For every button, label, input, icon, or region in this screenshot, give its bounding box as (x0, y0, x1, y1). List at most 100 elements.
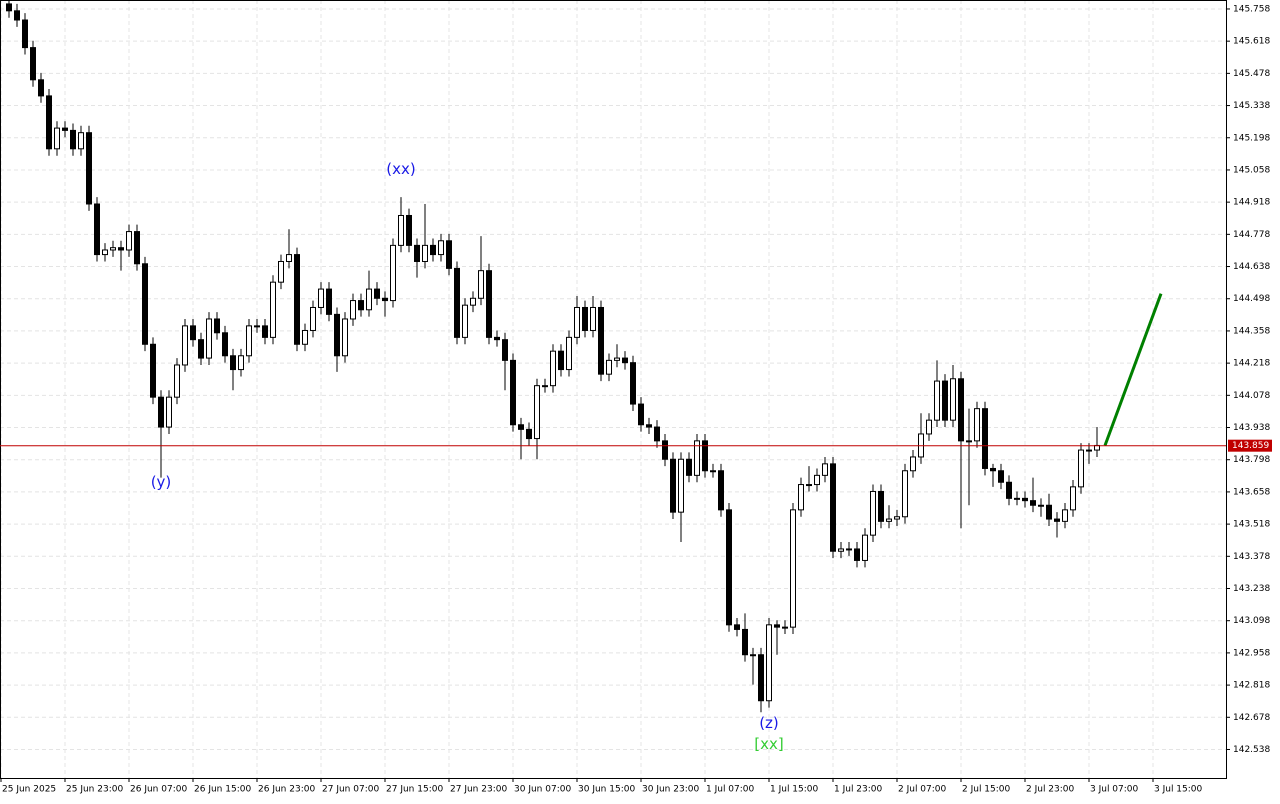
current-price-label: 143.859 (1232, 441, 1269, 451)
candle-body (710, 470, 716, 473)
candle-body (46, 95, 52, 150)
candle-body (1046, 504, 1052, 520)
candle-body (206, 318, 212, 359)
candle-body (758, 654, 764, 702)
projection-line (1103, 293, 1163, 446)
current-price-box (1228, 439, 1272, 452)
y-tick-label: 143.798 (1233, 455, 1270, 465)
candle-body (78, 132, 84, 150)
candle-body (422, 244, 428, 262)
candle-body (638, 403, 644, 426)
candle-body (926, 419, 932, 435)
candle-body (646, 424, 652, 428)
candle-body (166, 396, 172, 428)
candle-body (310, 306, 316, 331)
candle-body (478, 270, 484, 299)
y-tick-label: 142.678 (1233, 713, 1270, 723)
y-tick-label: 145.758 (1233, 4, 1270, 14)
candle-body (406, 214, 412, 246)
candle-body (1078, 449, 1084, 488)
candle-body (590, 306, 596, 331)
candle-body (182, 325, 188, 366)
candle-body (630, 362, 636, 405)
candle-body (606, 359, 612, 375)
y-tick-label: 143.098 (1233, 616, 1270, 626)
candle-body (614, 357, 620, 361)
x-tick-label: 2 Jul 07:00 (898, 785, 947, 795)
candle-body (734, 624, 740, 630)
y-tick-label: 144.078 (1233, 391, 1270, 401)
candle-body (174, 364, 180, 398)
y-tick-label: 144.498 (1233, 294, 1270, 304)
candle-body (414, 244, 420, 262)
candle-body (502, 339, 508, 361)
candle-body (1038, 504, 1044, 507)
candle-body (694, 440, 700, 476)
candle-body (670, 458, 676, 513)
x-tick-label: 1 Jul 23:00 (834, 785, 883, 795)
candle-body (814, 474, 820, 486)
candle-body (526, 428, 532, 440)
candle-body (318, 288, 324, 308)
candle-body (222, 332, 228, 357)
candle-body (910, 456, 916, 472)
candle-body (6, 3, 12, 12)
candle-body (510, 359, 516, 426)
x-tick-label: 2 Jul 23:00 (1026, 785, 1075, 795)
candle-body (62, 127, 68, 131)
y-tick-label: 143.378 (1233, 552, 1270, 562)
candle-body (822, 463, 828, 476)
candle-body (798, 484, 804, 511)
y-tick-label: 142.958 (1233, 648, 1270, 658)
x-tick-label: 26 Jun 15:00 (194, 785, 251, 795)
candle-body (22, 19, 28, 49)
candle-body (126, 231, 132, 251)
x-tick-label: 2 Jul 15:00 (962, 785, 1011, 795)
candle-body (998, 470, 1004, 483)
candle-body (230, 355, 236, 371)
candle-body (974, 408, 980, 442)
candle-body (150, 343, 156, 398)
candle-body (686, 458, 692, 476)
y-tick-label: 145.338 (1233, 101, 1270, 111)
candle-body (534, 385, 540, 440)
x-tick-label: 27 Jun 07:00 (322, 785, 379, 795)
candle-body (86, 132, 92, 205)
x-tick-label: 26 Jun 07:00 (130, 785, 187, 795)
x-tick-label: 3 Jul 15:00 (1154, 785, 1203, 795)
y-tick-label: 144.218 (1233, 359, 1270, 369)
candle-body (238, 355, 244, 371)
candle-body (718, 470, 724, 511)
candle-body (302, 329, 308, 345)
candle-body (326, 288, 332, 315)
candle-body (726, 509, 732, 626)
y-tick-label: 143.658 (1233, 487, 1270, 497)
x-tick-label: 30 Jun 23:00 (642, 785, 699, 795)
y-tick-label: 145.058 (1233, 165, 1270, 175)
y-tick-label: 142.818 (1233, 681, 1270, 691)
candle-body (1070, 486, 1076, 511)
candle-body (486, 270, 492, 338)
candle-body (334, 313, 340, 357)
candle-body (134, 231, 140, 265)
candle-body (550, 350, 556, 387)
wave-label: (z) (759, 714, 779, 732)
candle-body (558, 350, 564, 371)
candle-body (1062, 509, 1068, 522)
candle-body (382, 297, 388, 302)
candle-body (198, 339, 204, 359)
candle-body (854, 548, 860, 561)
wave-label: (xx) (386, 160, 415, 178)
x-tick-label: 3 Jul 07:00 (1090, 785, 1139, 795)
x-tick-label: 1 Jul 07:00 (706, 785, 755, 795)
candle-body (846, 548, 852, 551)
wave-label: [xx] (754, 735, 783, 753)
candle-body (214, 318, 220, 334)
candle-body (374, 288, 380, 299)
candle-body (262, 325, 268, 338)
candle-body (1022, 497, 1028, 502)
candle-body (582, 306, 588, 331)
wave-label: (y) (151, 473, 172, 491)
